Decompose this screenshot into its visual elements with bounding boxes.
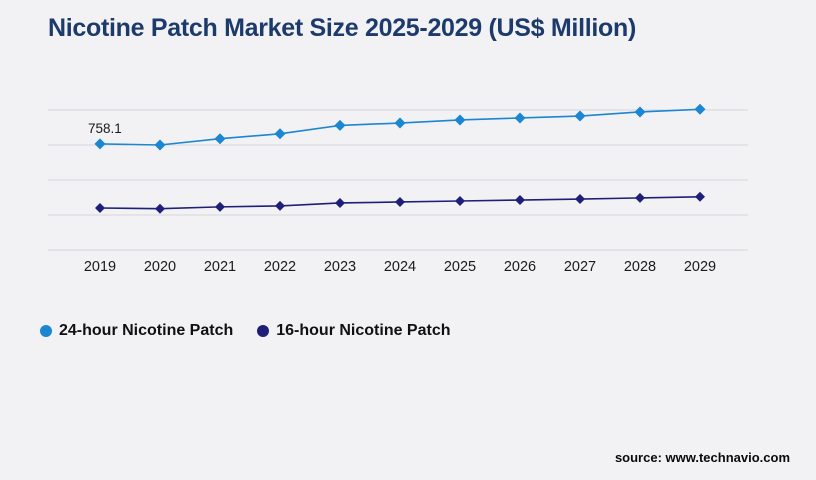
legend-item-24-hour: 24-hour Nicotine Patch <box>40 322 233 340</box>
legend-dot-16-hour-icon <box>257 325 270 337</box>
chart-title: Nicotine Patch Market Size 2025-2029 (US… <box>48 14 636 42</box>
svg-text:2026: 2026 <box>504 259 536 275</box>
svg-text:2029: 2029 <box>684 259 716 275</box>
legend-dot-24-hour-icon <box>40 325 52 337</box>
svg-text:2025: 2025 <box>444 259 476 275</box>
svg-text:2022: 2022 <box>264 259 296 275</box>
svg-text:2027: 2027 <box>564 259 596 275</box>
legend-item-16-hour: 16-hour Nicotine Patch <box>257 322 451 340</box>
svg-text:2024: 2024 <box>384 259 416 275</box>
source-attribution: source: www.technavio.com <box>614 450 790 465</box>
svg-text:2019: 2019 <box>84 259 116 275</box>
line-chart: 2019 2020 2021 2022 2023 2024 2025 2026 2027 2028… <box>48 103 748 275</box>
chart-legend: 24-hour Nicotine Patch 16-hour Nicotine … <box>40 322 451 340</box>
svg-text:2020: 2020 <box>144 259 176 275</box>
legend-label-16-hour: 16-hour Nicotine Patch <box>276 322 451 339</box>
svg-text:2028: 2028 <box>624 259 656 275</box>
svg-text:2023: 2023 <box>324 259 356 275</box>
legend-label-24-hour: 24-hour Nicotine Patch <box>59 322 234 339</box>
svg-text:758.1: 758.1 <box>88 121 122 136</box>
svg-text:2021: 2021 <box>204 259 236 275</box>
